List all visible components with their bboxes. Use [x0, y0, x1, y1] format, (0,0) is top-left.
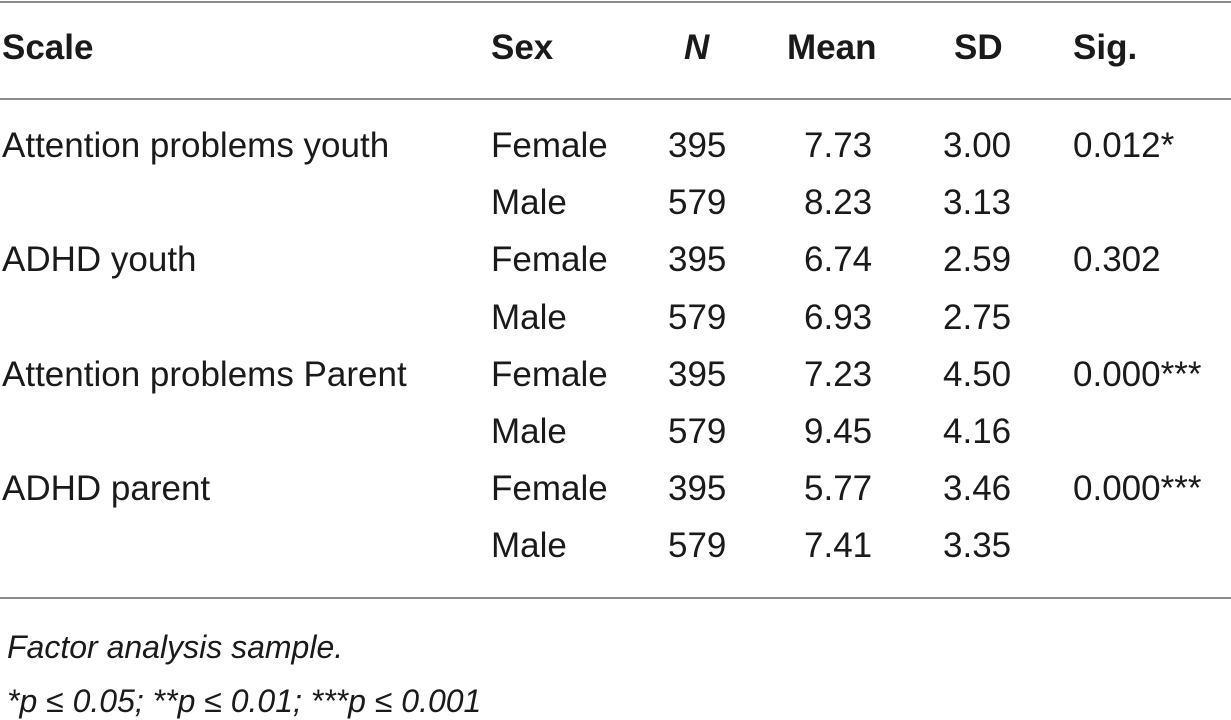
header-sig: Sig.: [1073, 28, 1138, 67]
header-scale: Scale: [2, 28, 94, 67]
table-cell-sig: 0.000***: [1073, 355, 1202, 394]
table-cell-mean: 6.74: [804, 240, 873, 279]
table-cell-n: 395: [668, 126, 727, 165]
table-cell-n: 579: [668, 298, 727, 337]
table-cell-mean: 7.41: [804, 526, 873, 565]
table-cell-n: 579: [668, 526, 727, 565]
table-cell-mean: 9.45: [804, 412, 873, 451]
table-cell-n: 579: [668, 412, 727, 451]
header-n: N: [684, 28, 710, 67]
table-cell-sex: Male: [491, 183, 567, 222]
table-top-rule: [0, 1, 1231, 3]
table-cell-n: 579: [668, 183, 727, 222]
table-cell-sex: Male: [491, 412, 567, 451]
header-mean: Mean: [787, 28, 877, 67]
table-cell-sex: Male: [491, 298, 567, 337]
table-cell-sig: 0.000***: [1073, 469, 1202, 508]
table-cell-scale: ADHD parent: [2, 469, 211, 508]
table-cell-sd: 2.75: [943, 298, 1012, 337]
table-cell-sig: 0.302: [1073, 240, 1161, 279]
table-cell-sd: 4.16: [943, 412, 1012, 451]
table-cell-mean: 7.23: [804, 355, 873, 394]
table-cell-sex: Female: [491, 240, 608, 279]
table-cell-mean: 8.23: [804, 183, 873, 222]
table-cell-n: 395: [668, 355, 727, 394]
table-cell-sex: Male: [491, 526, 567, 565]
header-sd: SD: [954, 28, 1003, 67]
table-cell-n: 395: [668, 469, 727, 508]
table-cell-scale: ADHD youth: [2, 240, 197, 279]
table-cell-n: 395: [668, 240, 727, 279]
table-cell-scale: Attention problems youth: [2, 126, 390, 165]
table-header-rule: [0, 98, 1231, 100]
table-cell-mean: 6.93: [804, 298, 873, 337]
table-cell-sig: 0.012*: [1073, 126, 1175, 165]
table-cell-mean: 7.73: [804, 126, 873, 165]
table-cell-mean: 5.77: [804, 469, 873, 508]
table-cell-sex: Female: [491, 126, 608, 165]
table-cell-sd: 4.50: [943, 355, 1012, 394]
table-cell-sex: Female: [491, 469, 608, 508]
footnote-sample: Factor analysis sample.: [7, 629, 344, 665]
table-cell-sex: Female: [491, 355, 608, 394]
footnote-significance: *p ≤ 0.05; **p ≤ 0.01; ***p ≤ 0.001: [7, 683, 482, 719]
table-bottom-rule: [0, 597, 1231, 599]
header-sex: Sex: [491, 28, 554, 67]
table-cell-sd: 3.13: [943, 183, 1012, 222]
table-cell-sd: 3.46: [943, 469, 1012, 508]
table-cell-sd: 3.35: [943, 526, 1012, 565]
table-cell-scale: Attention problems Parent: [2, 355, 407, 394]
table-cell-sd: 3.00: [943, 126, 1012, 165]
table-cell-sd: 2.59: [943, 240, 1012, 279]
